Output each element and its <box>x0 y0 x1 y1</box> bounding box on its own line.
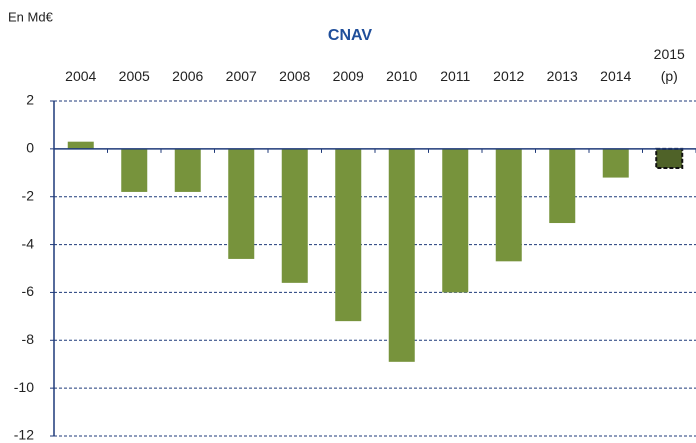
x-tick-label: 2013 <box>547 68 578 84</box>
bar <box>602 148 629 178</box>
bar <box>67 141 94 149</box>
bar <box>549 148 576 224</box>
x-tick-label-line: 2015 <box>654 46 685 62</box>
x-tick-label: 2010 <box>386 68 417 84</box>
x-tick-label: 2009 <box>333 68 364 84</box>
x-tick-label-line: 2013 <box>547 68 578 84</box>
x-tick-label: 2011 <box>440 68 470 84</box>
x-tick-label-line: 2010 <box>386 68 417 84</box>
bar <box>335 148 362 322</box>
x-tick-label-line: (p) <box>661 68 678 84</box>
x-tick-label-line: 2011 <box>440 68 470 84</box>
x-tick-label: 2008 <box>279 68 310 84</box>
y-tick-label: -2 <box>22 187 35 203</box>
y-tick-label: 0 <box>26 140 34 156</box>
y-tick-label: -6 <box>22 283 35 299</box>
bar <box>174 148 201 192</box>
bar <box>442 148 469 293</box>
x-tick-label: 2014 <box>600 68 631 84</box>
x-tick-label: 2006 <box>172 68 203 84</box>
x-tick-label: 2015 (p) <box>654 46 685 84</box>
x-tick-label-line: 2008 <box>279 68 310 84</box>
bar <box>228 148 255 259</box>
unit-label: En Md€ <box>8 9 54 24</box>
x-tick-label-line: 2009 <box>333 68 364 84</box>
x-tick-label-line: 2004 <box>65 68 96 84</box>
x-tick-label-line: 2012 <box>493 68 524 84</box>
bar <box>388 148 415 362</box>
x-tick-label-line: 2005 <box>119 68 150 84</box>
y-tick-label: -8 <box>22 331 35 347</box>
bar <box>655 147 684 170</box>
y-tick-label: -4 <box>22 235 35 251</box>
y-tick-label: -12 <box>14 427 34 443</box>
x-tick-label: 2012 <box>493 68 524 84</box>
x-tick-label-line: 2006 <box>172 68 203 84</box>
x-tick-label: 2005 <box>119 68 150 84</box>
y-tick-label: -10 <box>14 379 34 395</box>
x-tick-label-line: 2007 <box>226 68 257 84</box>
bar <box>281 148 308 283</box>
chart-title: CNAV <box>328 27 372 44</box>
x-tick-label: 2004 <box>65 68 96 84</box>
x-tick-label-line: 2014 <box>600 68 631 84</box>
bar <box>121 148 148 192</box>
x-tick-label: 2007 <box>226 68 257 84</box>
y-tick-label: 2 <box>26 92 34 108</box>
bar <box>495 148 522 262</box>
